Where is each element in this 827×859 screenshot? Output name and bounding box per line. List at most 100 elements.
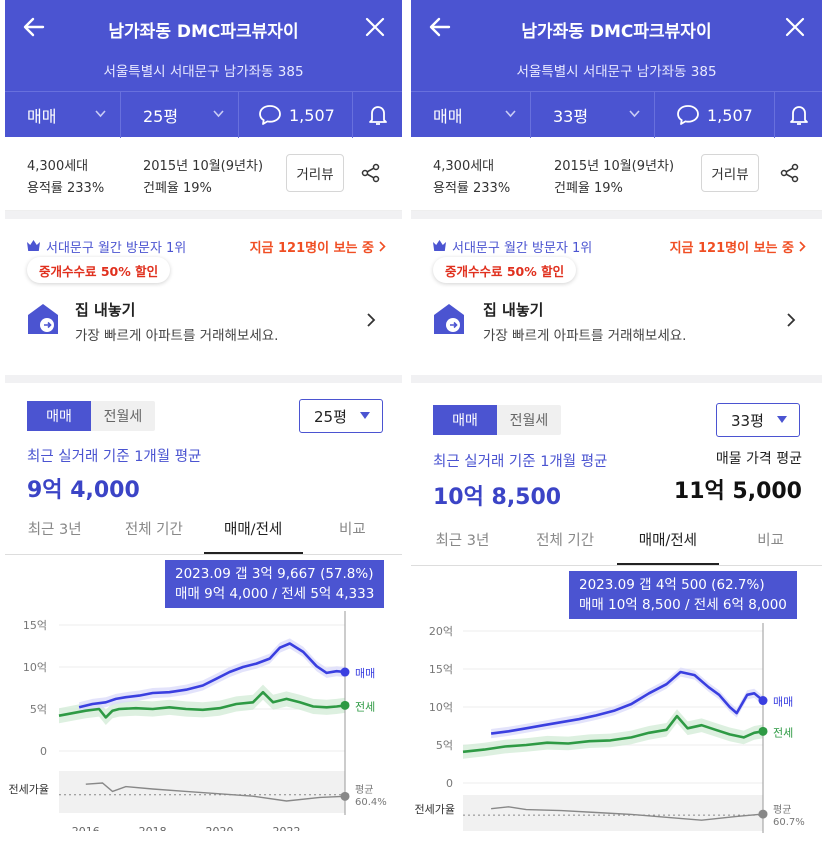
divider bbox=[411, 375, 822, 383]
y-tick-label: 20억 bbox=[429, 625, 453, 638]
built-date: 2015년 10월(9년차) bbox=[143, 159, 264, 174]
tab-recent-3y[interactable]: 최근 3년 bbox=[435, 533, 490, 549]
back-arrow-icon[interactable] bbox=[427, 14, 453, 40]
sell-home-card[interactable]: 중개수수료 50% 할인 집 내놓기 가장 빠르게 아파트를 거래해보세요. bbox=[5, 257, 402, 375]
x-tick-label: 2022 bbox=[272, 825, 300, 831]
sell-title: 집 내놓기 bbox=[483, 301, 544, 319]
seg-sale[interactable]: 매매 bbox=[433, 405, 497, 435]
close-icon[interactable] bbox=[784, 16, 806, 38]
road-view-button[interactable]: 거리뷰 bbox=[701, 154, 759, 192]
header: 남가좌동 DMC파크뷰자이 서울특별시 서대문구 남가좌동 385 매매 33평… bbox=[411, 0, 822, 138]
bell-icon bbox=[789, 106, 808, 125]
tab-compare[interactable]: 비교 bbox=[757, 533, 784, 549]
tab-all-period[interactable]: 전체 기간 bbox=[124, 522, 183, 538]
ratio-line bbox=[85, 782, 346, 802]
house-icon bbox=[28, 304, 58, 334]
legend-sale: 매매 bbox=[773, 696, 793, 709]
built-date: 2015년 10월(9년차) bbox=[554, 159, 675, 174]
page-title: 남가좌동 DMC파크뷰자이 bbox=[108, 22, 299, 42]
chevron-down-icon bbox=[213, 110, 224, 118]
filter-bar: 매매 33평 1,507 bbox=[411, 91, 822, 138]
chart-tooltip: 2023.09 갭 4억 500 (62.7%) 매매 10억 8,500 / … bbox=[569, 571, 797, 619]
jeonse-line bbox=[462, 714, 764, 754]
house-icon bbox=[434, 304, 464, 334]
deal-type-toggle: 매매 전월세 bbox=[27, 401, 155, 431]
visitor-row[interactable]: 서대문구 월간 방문자 1위 지금 121명이 보는 중 bbox=[411, 219, 822, 269]
listing-label: 매물 가격 평균 bbox=[715, 451, 802, 467]
chevron-right-icon bbox=[367, 313, 376, 327]
sale-line bbox=[78, 642, 346, 709]
viewers-now: 지금 121명이 보는 중 bbox=[669, 241, 794, 256]
households: 4,300세대 bbox=[27, 159, 89, 174]
share-icon[interactable] bbox=[780, 163, 800, 183]
legend-sale: 매매 bbox=[355, 667, 375, 680]
sell-home-card[interactable]: 중개수수료 50% 할인 집 내놓기 가장 빠르게 아파트를 거래해보세요. bbox=[411, 257, 822, 375]
legend-jeonse: 전세 bbox=[355, 700, 375, 713]
comment-count: 1,507 bbox=[707, 105, 753, 125]
back-arrow-icon[interactable] bbox=[21, 14, 47, 40]
seg-sale[interactable]: 매매 bbox=[27, 401, 91, 431]
alert-button[interactable] bbox=[775, 92, 822, 138]
tooltip-line1: 2023.09 갭 3억 9,667 (57.8%) bbox=[175, 566, 374, 582]
avg-price: 10억 8,500 bbox=[433, 485, 562, 510]
divider bbox=[5, 211, 402, 219]
chevron-down-icon bbox=[629, 110, 640, 118]
speech-bubble-icon bbox=[677, 105, 699, 125]
seg-rent[interactable]: 전월세 bbox=[509, 413, 549, 429]
size-select[interactable]: 25평 bbox=[299, 399, 383, 433]
complex-info: 4,300세대 용적률 233% 2015년 10월(9년차) 건폐율 19% … bbox=[5, 137, 402, 211]
ratio-avg-label: 평균 bbox=[773, 804, 791, 816]
size-dropdown[interactable]: 25평 bbox=[121, 92, 239, 138]
chevron-down-icon bbox=[505, 110, 516, 118]
tooltip-line1: 2023.09 갭 4억 500 (62.7%) bbox=[579, 577, 765, 593]
deal-type-toggle: 매매 전월세 bbox=[433, 405, 561, 435]
tooltip-line2: 매매 10억 8,500 / 전세 6억 8,000 bbox=[579, 597, 787, 613]
tab-sale-jeonse[interactable]: 매매/전세 bbox=[203, 518, 304, 554]
chart-tabs: 최근 3년 전체 기간 매매/전세 비교 bbox=[411, 529, 822, 565]
close-icon[interactable] bbox=[364, 16, 386, 38]
trade-type-dropdown[interactable]: 매매 bbox=[5, 92, 121, 138]
visitor-rank: 서대문구 월간 방문자 1위 bbox=[46, 241, 187, 256]
visitor-rank: 서대문구 월간 방문자 1위 bbox=[452, 241, 593, 256]
y-tick-label: 10억 bbox=[429, 701, 453, 714]
avg-label: 최근 실거래 기준 1개월 평균 bbox=[433, 454, 608, 470]
tab-all-period[interactable]: 전체 기간 bbox=[536, 533, 595, 549]
x-tick-label: 2018 bbox=[139, 825, 167, 831]
chevron-right-icon bbox=[799, 241, 806, 252]
address: 서울특별시 서대문구 남가좌동 385 bbox=[103, 64, 304, 80]
alert-button[interactable] bbox=[353, 92, 402, 138]
size-label: 25평 bbox=[143, 107, 179, 126]
comments-button[interactable]: 1,507 bbox=[655, 92, 775, 138]
size-select-value: 25평 bbox=[314, 407, 347, 426]
complex-info: 4,300세대 용적률 233% 2015년 10월(9년차) 건폐율 19% … bbox=[411, 137, 822, 211]
comments-button[interactable]: 1,507 bbox=[239, 92, 353, 138]
share-icon[interactable] bbox=[361, 163, 381, 183]
crown-icon bbox=[27, 240, 40, 251]
price-chart[interactable]: 20억15억10억5억0매매전세전세가율평균60.7%2016201820202… bbox=[411, 623, 822, 843]
visitor-row[interactable]: 서대문구 월간 방문자 1위 지금 121명이 보는 중 bbox=[5, 219, 402, 269]
sale-line bbox=[490, 670, 764, 735]
jeonse-point bbox=[758, 726, 768, 736]
avg-label: 최근 실거래 기준 1개월 평균 bbox=[27, 449, 202, 465]
seg-rent[interactable]: 전월세 bbox=[103, 409, 143, 425]
chevron-right-icon bbox=[787, 313, 796, 327]
size-dropdown[interactable]: 33평 bbox=[531, 92, 655, 138]
road-view-button[interactable]: 거리뷰 bbox=[286, 154, 344, 192]
bell-icon bbox=[368, 106, 387, 125]
ratio-line bbox=[491, 806, 764, 821]
trade-type-dropdown[interactable]: 매매 bbox=[411, 92, 531, 138]
promo-badge: 중개수수료 50% 할인 bbox=[27, 257, 171, 283]
sell-subtitle: 가장 빠르게 아파트를 거래해보세요. bbox=[483, 328, 687, 344]
sale-point bbox=[758, 696, 768, 706]
size-select[interactable]: 33평 bbox=[716, 403, 800, 437]
y-tick-label: 0 bbox=[446, 777, 453, 790]
promo-badge: 중개수수료 50% 할인 bbox=[433, 257, 577, 283]
tab-recent-3y[interactable]: 최근 3년 bbox=[27, 522, 82, 538]
size-label: 33평 bbox=[553, 107, 589, 126]
chart-tabs: 최근 3년 전체 기간 매매/전세 비교 bbox=[5, 518, 402, 554]
tab-compare[interactable]: 비교 bbox=[339, 522, 366, 538]
jeonse-band bbox=[463, 709, 763, 759]
tab-sale-jeonse[interactable]: 매매/전세 bbox=[616, 529, 720, 565]
jeonse-point bbox=[340, 700, 350, 710]
